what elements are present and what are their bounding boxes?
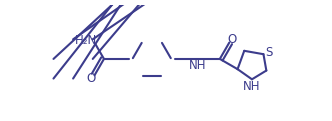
Text: S: S [266,46,273,59]
Text: NH: NH [189,59,206,72]
Text: O: O [228,33,237,46]
Text: H₂N: H₂N [75,34,98,47]
Text: O: O [87,72,96,85]
Text: NH: NH [243,80,260,93]
